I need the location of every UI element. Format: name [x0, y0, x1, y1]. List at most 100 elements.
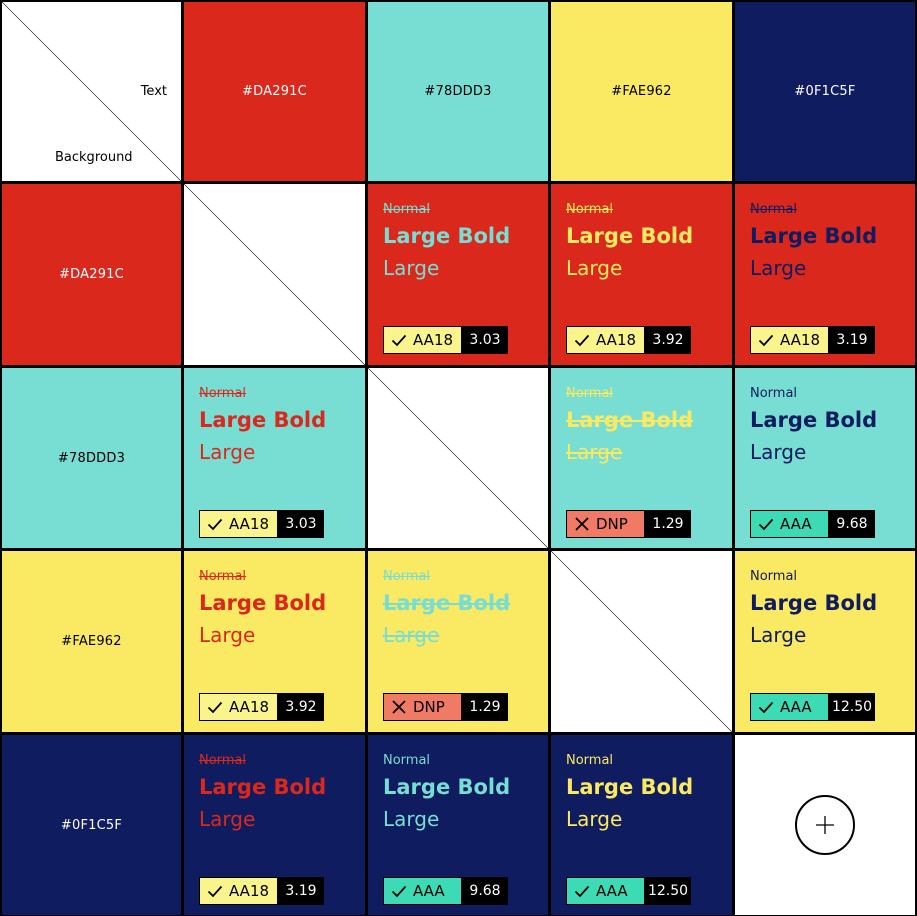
x-icon — [392, 700, 406, 714]
contrast-score: 3.03 — [462, 326, 508, 354]
rating-badge: DNP 1.29 — [566, 510, 691, 538]
sample-large-bold: Large Bold — [199, 591, 327, 615]
check-icon — [758, 518, 774, 531]
rating-text: DNP — [596, 515, 628, 533]
sample-text: Normal Large Bold Large — [566, 202, 693, 280]
contrast-cell[interactable]: Normal Large Bold Large AA18 3.19 — [184, 735, 365, 915]
row-header[interactable]: #0F1C5F — [2, 735, 181, 915]
sample-large-bold: Large Bold — [750, 224, 878, 248]
sample-text: Normal Large Bold Large — [750, 569, 877, 647]
diagonal-divider — [368, 368, 548, 548]
rating-text: AA18 — [229, 698, 270, 716]
rating-badge: AA18 3.19 — [750, 326, 875, 354]
sample-text: Normal Large Bold Large — [383, 569, 510, 647]
same-color-cell — [551, 551, 732, 732]
row-header[interactable]: #78DDD3 — [2, 368, 181, 548]
sample-large: Large — [383, 807, 440, 831]
add-color-cell — [735, 735, 915, 915]
contrast-cell[interactable]: Normal Large Bold Large AAA 12.50 — [551, 735, 732, 915]
corner-cell: Text Background — [2, 2, 181, 181]
contrast-score: 9.68 — [462, 877, 508, 905]
contrast-cell[interactable]: Normal Large Bold Large AA18 3.03 — [368, 184, 548, 365]
row-header[interactable]: #FAE962 — [2, 551, 181, 732]
column-header-hex: #DA291C — [242, 84, 307, 99]
contrast-cell[interactable]: Normal Large Bold Large AA18 3.19 — [735, 184, 915, 365]
rating-text: AAA — [780, 515, 812, 533]
rating-label: AA18 — [199, 877, 278, 905]
rating-label: AAA — [750, 693, 829, 721]
rating-label: DNP — [566, 510, 645, 538]
sample-large-bold: Large Bold — [566, 775, 694, 799]
sample-normal: Normal — [199, 753, 247, 768]
same-color-cell — [184, 184, 365, 365]
sample-large-bold: Large Bold — [566, 224, 694, 248]
contrast-score: 3.19 — [278, 877, 324, 905]
check-icon — [391, 334, 407, 347]
sample-normal: Normal — [750, 569, 798, 584]
contrast-cell[interactable]: Normal Large Bold Large AAA 9.68 — [368, 735, 548, 915]
column-header-hex: #0F1C5F — [794, 84, 856, 99]
sample-large: Large — [383, 623, 440, 647]
check-icon — [207, 518, 223, 531]
diagonal-divider — [2, 2, 181, 181]
contrast-score: 3.92 — [645, 326, 691, 354]
diagonal-divider — [551, 551, 732, 732]
rating-text: AA18 — [596, 331, 637, 349]
sample-large-bold: Large Bold — [383, 591, 511, 615]
sample-text: Normal Large Bold Large — [566, 753, 693, 831]
contrast-cell[interactable]: Normal Large Bold Large AA18 3.92 — [551, 184, 732, 365]
sample-text: Normal Large Bold Large — [383, 202, 510, 280]
sample-normal: Normal — [566, 753, 614, 768]
sample-large: Large — [383, 256, 440, 280]
rating-badge: AAA 12.50 — [566, 877, 691, 905]
contrast-cell[interactable]: Normal Large Bold Large DNP 1.29 — [551, 368, 732, 548]
contrast-cell[interactable]: Normal Large Bold Large AAA 9.68 — [735, 368, 915, 548]
contrast-cell[interactable]: Normal Large Bold Large AA18 3.03 — [184, 368, 365, 548]
rating-badge: DNP 1.29 — [383, 693, 508, 721]
sample-large: Large — [750, 256, 807, 280]
contrast-score: 3.92 — [278, 693, 324, 721]
sample-text: Normal Large Bold Large — [199, 753, 326, 831]
row-header-hex: #78DDD3 — [57, 450, 126, 466]
rating-label: AA18 — [566, 326, 645, 354]
contrast-score: 3.03 — [278, 510, 324, 538]
sample-normal: Normal — [383, 202, 431, 217]
sample-large: Large — [566, 256, 623, 280]
contrast-score: 1.29 — [462, 693, 508, 721]
check-icon — [391, 885, 407, 898]
rating-label: AAA — [566, 877, 645, 905]
add-color-button[interactable] — [795, 795, 855, 855]
rating-text: AA18 — [413, 331, 454, 349]
diagonal-divider — [184, 184, 365, 365]
row-header[interactable]: #DA291C — [2, 184, 181, 365]
sample-large-bold: Large Bold — [199, 775, 327, 799]
sample-normal: Normal — [566, 202, 614, 217]
sample-normal: Normal — [750, 202, 798, 217]
rating-badge: AAA 12.50 — [750, 693, 875, 721]
rating-text: AA18 — [229, 882, 270, 900]
column-header[interactable]: #0F1C5F — [735, 2, 915, 181]
contrast-cell[interactable]: Normal Large Bold Large AAA 12.50 — [735, 551, 915, 732]
contrast-cell[interactable]: Normal Large Bold Large DNP 1.29 — [368, 551, 548, 732]
contrast-score: 3.19 — [829, 326, 875, 354]
plus-icon — [816, 816, 834, 834]
check-icon — [574, 334, 590, 347]
contrast-cell[interactable]: Normal Large Bold Large AA18 3.92 — [184, 551, 365, 732]
column-header-hex: #78DDD3 — [424, 84, 492, 99]
column-header[interactable]: #78DDD3 — [368, 2, 548, 181]
column-header[interactable]: #FAE962 — [551, 2, 732, 181]
sample-normal: Normal — [383, 753, 431, 768]
contrast-score: 9.68 — [829, 510, 875, 538]
column-header[interactable]: #DA291C — [184, 2, 365, 181]
check-icon — [207, 885, 223, 898]
rating-badge: AA18 3.03 — [199, 510, 324, 538]
sample-normal: Normal — [566, 386, 614, 401]
contrast-score: 12.50 — [829, 693, 875, 721]
rating-text: AA18 — [780, 331, 821, 349]
check-icon — [758, 334, 774, 347]
sample-large: Large — [566, 440, 623, 464]
sample-normal: Normal — [383, 569, 431, 584]
rating-badge: AA18 3.92 — [566, 326, 691, 354]
row-header-hex: #FAE962 — [61, 634, 122, 649]
